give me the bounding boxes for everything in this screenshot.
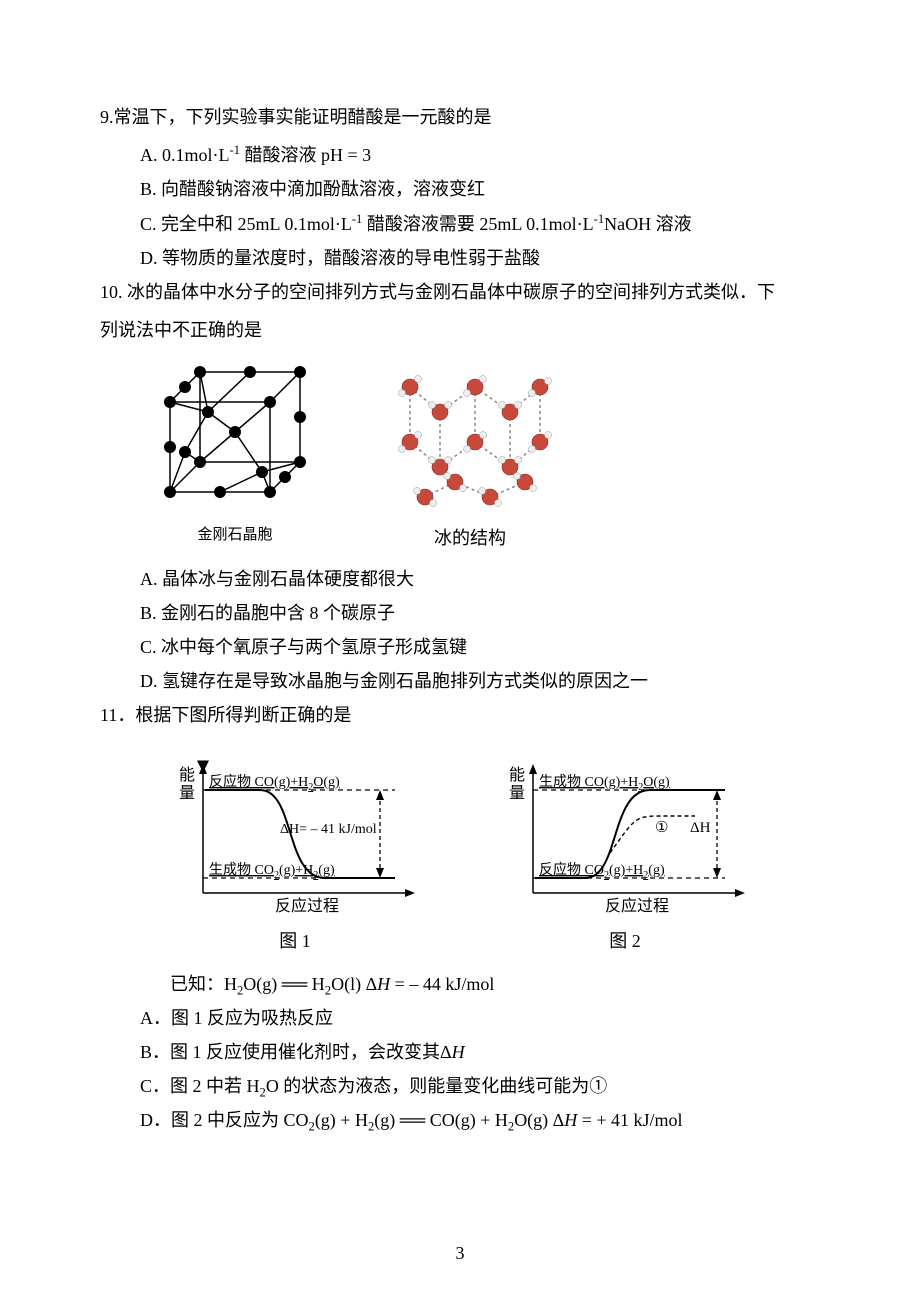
q9-C: C. 完全中和 25mL 0.1mol·L-1 醋酸溶液需要 25mL 0.1m…	[100, 207, 820, 241]
ital: H	[564, 1110, 577, 1130]
svg-text:量: 量	[179, 785, 195, 802]
t: (g) ══ CO(g) + H	[374, 1110, 508, 1130]
q9-B: B. 向醋酸钠溶液中滴加酚酞溶液，溶液变红	[100, 172, 820, 206]
chart1-caption: 图 1	[279, 924, 311, 958]
t: O(g) ══ H	[243, 974, 325, 994]
xlab: 反应过程	[605, 896, 669, 915]
sup: -1	[594, 212, 605, 226]
svg-text:反应过程: 反应过程	[605, 896, 669, 915]
q11-B: B．图 1 反应使用催化剂时，会改变其ΔH	[100, 1035, 820, 1069]
dH: ΔH	[690, 820, 711, 836]
q9-D: D. 等物质的量浓度时，醋酸溶液的导电性弱于盐酸	[100, 241, 820, 275]
svg-text:生成物 CO2(g)+H2(g): 生成物 CO2(g)+H2(g)	[209, 862, 335, 881]
q11-A: A．图 1 反应为吸热反应	[100, 1001, 820, 1035]
t: O(g)	[313, 775, 340, 790]
svg-text:能: 能	[179, 766, 195, 784]
ylab: 能	[179, 766, 195, 784]
text: C. 完全中和 25mL 0.1mol·L	[140, 214, 352, 234]
diamond-cell-block: 金刚石晶胞	[150, 357, 320, 555]
chart2-caption: 图 2	[609, 924, 641, 958]
svg-text:能: 能	[509, 766, 525, 784]
ylab: 量	[179, 785, 195, 802]
t: C．图 2 中若 H	[140, 1076, 260, 1096]
t: B．图 1 反应使用催化剂时，会改变其Δ	[140, 1042, 452, 1062]
t: = – 44 kJ/mol	[390, 974, 494, 994]
q11-stem: 11．根据下图所得判断正确的是	[100, 698, 820, 732]
ice-structure-svg	[380, 357, 560, 517]
t: 反应物 CO(g)+H	[209, 773, 308, 790]
text: 醋酸溶液 pH = 3	[240, 145, 371, 165]
q10-stem2: 列说法中不正确的是	[100, 313, 820, 347]
q10-stem1: 10. 冰的晶体中水分子的空间排列方式与金刚石晶体中碳原子的空间排列方式类似．下	[100, 275, 820, 309]
text: 醋酸溶液需要 25mL 0.1mol·L	[362, 214, 593, 234]
q9-A: A. 0.1mol·L-1 醋酸溶液 pH = 3	[100, 138, 820, 172]
t: (g)	[648, 863, 665, 878]
chart1-block: 能 量 反应物 CO(g)+H2O(g) ΔH= – 41 kJ/mol 生成物…	[165, 758, 425, 958]
t: O(g)	[643, 775, 670, 790]
q11-C: C．图 2 中若 H2O 的状态为液态，则能量变化曲线可能为①	[100, 1069, 820, 1103]
chart2-svg: 能 量 生成物 CO(g)+H2O(g) ① ΔH 反应物 CO2(g)+H2(…	[495, 758, 755, 918]
t: (g)	[318, 863, 335, 878]
text: A. 0.1mol·L	[140, 145, 230, 165]
ice-structure-block: 冰的结构	[380, 357, 560, 555]
dH: ΔH= – 41 kJ/mol	[280, 822, 377, 837]
t: (g)+H	[279, 863, 313, 878]
ylab: 能	[509, 766, 525, 784]
q9-stem: 9.常温下，下列实验事实能证明醋酸是一元酸的是	[100, 100, 820, 134]
ital: H	[377, 974, 390, 994]
q10-B: B. 金刚石的晶胞中含 8 个碳原子	[100, 596, 820, 630]
t: 已知：H	[170, 974, 237, 994]
svg-text:量: 量	[509, 785, 525, 802]
t: 生成物 CO	[209, 862, 274, 878]
t: 反应物 CO	[539, 861, 604, 878]
diamond-cell-svg	[150, 357, 320, 517]
q10-C: C. 冰中每个氧原子与两个氢原子形成氢键	[100, 630, 820, 664]
q10-A: A. 晶体冰与金刚石晶体硬度都很大	[100, 562, 820, 596]
ylab: 量	[509, 785, 525, 802]
text: NaOH 溶液	[604, 214, 692, 234]
diamond-caption: 金刚石晶胞	[197, 521, 272, 550]
svg-text:ΔH: ΔH	[690, 820, 711, 836]
ital: H	[452, 1042, 465, 1062]
t: (g)+H	[609, 863, 643, 878]
ice-caption: 冰的结构	[434, 521, 506, 555]
svg-text:反应过程: 反应过程	[275, 896, 339, 915]
chart2-block: 能 量 生成物 CO(g)+H2O(g) ① ΔH 反应物 CO2(g)+H2(…	[495, 758, 755, 958]
svg-text:ΔH= – 41 kJ/mol: ΔH= – 41 kJ/mol	[280, 822, 377, 837]
sup: -1	[230, 143, 241, 157]
q11-D: D．图 2 中反应为 CO2(g) + H2(g) ══ CO(g) + H2O…	[100, 1103, 820, 1137]
t: = + 41 kJ/mol	[577, 1110, 682, 1130]
svg-text:①: ①	[655, 820, 668, 836]
t: O(g) Δ	[514, 1110, 564, 1130]
t: O(l) Δ	[331, 974, 377, 994]
page-number: 3	[0, 1236, 920, 1270]
t: 生成物 CO(g)+H	[539, 774, 638, 790]
page: 9.常温下，下列实验事实能证明醋酸是一元酸的是 A. 0.1mol·L-1 醋酸…	[0, 0, 920, 1300]
t: D．图 2 中反应为 CO	[140, 1110, 309, 1130]
q10-D: D. 氢键存在是导致冰晶胞与金刚石晶胞排列方式类似的原因之一	[100, 664, 820, 698]
t: O 的状态为液态，则能量变化曲线可能为①	[266, 1076, 608, 1096]
q10-diagrams: 金刚石晶胞	[150, 357, 820, 555]
circle1: ①	[655, 820, 668, 836]
t: (g) + H	[315, 1110, 368, 1130]
chart1-svg: 能 量 反应物 CO(g)+H2O(g) ΔH= – 41 kJ/mol 生成物…	[165, 758, 425, 918]
xlab: 反应过程	[275, 896, 339, 915]
q11-charts: 能 量 反应物 CO(g)+H2O(g) ΔH= – 41 kJ/mol 生成物…	[100, 758, 820, 958]
sup: -1	[352, 212, 363, 226]
q11-known: 已知：H2O(g) ══ H2O(l) ΔH = – 44 kJ/mol	[100, 967, 820, 1001]
